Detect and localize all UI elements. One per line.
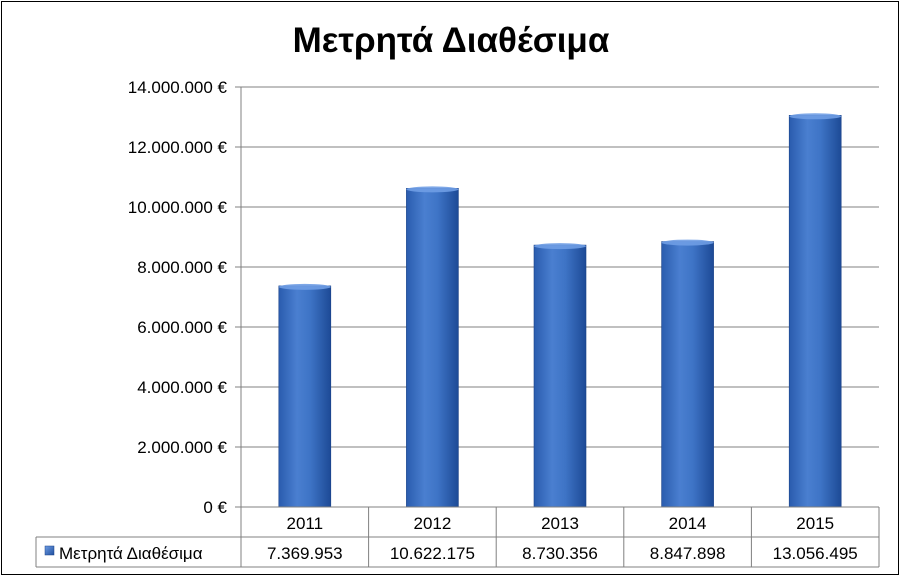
y-axis-ticks: 0 € 2.000.000 € 4.000.000 € 6.000.000 € 8.00… [128, 78, 242, 517]
bars [278, 113, 842, 508]
x-category-label: 2014 [669, 514, 707, 533]
bar-top [534, 243, 586, 250]
y-tick-label: 12.000.000 € [128, 138, 228, 157]
x-category-label: 2011 [287, 514, 324, 533]
data-table-value: 10.622.175 [390, 544, 475, 563]
y-tick-label: 6.000.000 € [137, 318, 227, 337]
x-category-label: 2015 [796, 514, 834, 533]
x-category-label: 2012 [413, 514, 451, 533]
data-table-value: 8.730.356 [522, 544, 598, 563]
bar-body [533, 244, 587, 508]
bar-2015 [788, 113, 842, 508]
data-table-value: 13.056.495 [773, 544, 858, 563]
y-tick-label: 10.000.000 € [128, 198, 228, 217]
bar-body [661, 241, 714, 508]
data-table: 2011 2012 2013 2014 2015 Μετρητά Διαθέσιμα 7.3… [35, 506, 880, 568]
bar-body [278, 285, 332, 508]
bar-body [788, 115, 842, 508]
bar-top [789, 113, 842, 120]
bar-body [406, 188, 459, 508]
y-tick-label: 8.000.000 € [137, 258, 227, 277]
bar-2012 [406, 186, 459, 508]
bar-top [661, 239, 714, 246]
legend-key [44, 545, 55, 556]
bar-2014 [661, 239, 714, 508]
y-tick-label: 14.000.000 € [128, 78, 228, 97]
y-tick-label: 4.000.000 € [137, 378, 227, 397]
data-table-value: 8.847.898 [650, 544, 726, 563]
bar-2011 [278, 283, 332, 508]
y-tick-label: 0 € [203, 498, 227, 517]
chart-title: Μετρητά Διαθέσιμα [293, 21, 610, 60]
bar-2013 [533, 243, 587, 508]
x-category-label: 2013 [541, 514, 579, 533]
bar-top [278, 283, 331, 290]
bar-top [406, 186, 459, 193]
data-table-value: 7.369.953 [267, 544, 343, 563]
y-tick-label: 2.000.000 € [137, 438, 227, 457]
legend-series-name: Μετρητά Διαθέσιμα [59, 544, 203, 563]
